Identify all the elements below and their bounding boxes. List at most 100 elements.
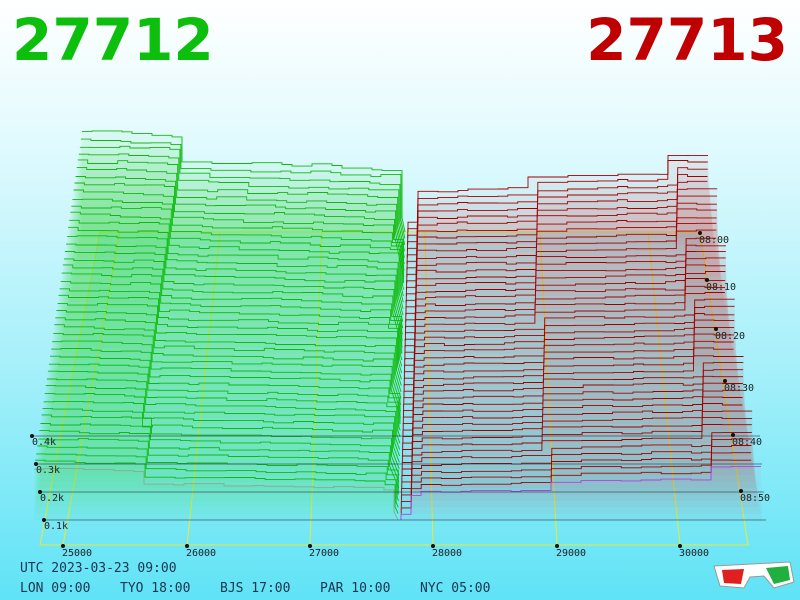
ask-depth-fill: [406, 230, 725, 303]
ask-depth-fill: [406, 208, 721, 284]
bid-depth-line: [39, 430, 400, 489]
ask-depth-fill: [403, 376, 748, 437]
ask-depth-fill: [403, 355, 745, 418]
ask-depth-line: [406, 217, 717, 290]
bid-depth-line: [36, 453, 399, 508]
bid-depth-line: [78, 153, 405, 252]
bid-depth-line: [66, 243, 404, 329]
ask-depth-fill: [401, 445, 759, 501]
ask-depth-line: [400, 452, 752, 508]
bid-depth-line: [51, 348, 401, 418]
ask-depth-line: [405, 244, 726, 316]
ask-depth-line: [403, 313, 735, 380]
price-dot: [185, 544, 189, 548]
ask-depth-fill: [401, 460, 761, 514]
bid-depth-fill: [80, 139, 405, 239]
volume-label: 0.3k: [36, 465, 60, 476]
bid-depth-line: [73, 189, 405, 284]
ask-depth-line: [405, 257, 726, 328]
bid-depth-line: [61, 272, 403, 354]
ask-depth-fill: [407, 181, 717, 258]
bid-depth-fill: [36, 453, 399, 508]
ask-depth-line: [402, 369, 744, 431]
ask-depth-line: [403, 340, 734, 405]
bid-depth-line: [69, 219, 404, 309]
bid-depth-line: [62, 264, 403, 348]
bid-depth-fill: [68, 227, 403, 316]
time-label: 08:00: [699, 235, 729, 246]
price-dot: [678, 544, 682, 548]
price-dot: [308, 544, 312, 548]
ask-depth-line: [402, 382, 743, 444]
price-label: 25000: [62, 548, 92, 559]
ask-depth-line: [404, 278, 726, 348]
ask-depth-fill: [403, 341, 742, 405]
time-label: 08:40: [732, 437, 762, 448]
ask-depth-line: [401, 424, 752, 482]
bid-depth-fill: [40, 423, 399, 482]
bid-price: 27712: [12, 6, 214, 74]
bid-depth-line: [34, 468, 399, 521]
time-dot: [698, 231, 702, 235]
ask-depth-line: [402, 396, 743, 456]
bid-depth-fill: [59, 288, 402, 367]
bid-depth-line: [63, 258, 403, 341]
ask-depth-line: [400, 459, 752, 514]
bid-depth-fill: [79, 146, 405, 245]
price-label: 27000: [309, 548, 339, 559]
bid-depth-line: [79, 145, 406, 245]
bid-depth-line: [46, 378, 401, 444]
bid-depth-fill: [71, 206, 404, 296]
floor-frame: [39, 231, 749, 546]
bid-depth-line: [57, 302, 402, 380]
ask-depth-line: [404, 305, 735, 373]
bid-depth-line: [38, 437, 400, 495]
bid-depth-fill: [74, 183, 404, 277]
bid-depth-line: [35, 459, 399, 514]
bid-depth-fill: [46, 379, 400, 444]
zone-time: LON 09:00: [20, 581, 90, 596]
bid-depth-line: [54, 324, 402, 399]
bid-depth-fill: [38, 438, 399, 495]
ask-depth-fill: [404, 292, 735, 360]
bid-depth-line: [47, 370, 401, 437]
bid-depth-fill: [42, 408, 400, 469]
bid-depth-line: [53, 332, 402, 405]
bid-depth-fill: [55, 317, 402, 392]
price-dot: [431, 544, 435, 548]
ask-depth-line: [406, 208, 717, 284]
ask-price: 27713: [586, 6, 788, 74]
bid-depth-fill: [77, 159, 405, 258]
ask-depth-line: [406, 202, 717, 277]
ask-depth-line: [403, 347, 734, 412]
time-dot: [714, 327, 718, 331]
bid-depth-line: [71, 205, 404, 297]
ask-depth-fill: [401, 466, 762, 520]
ask-depth-line: [404, 271, 726, 341]
bid-depth-fill: [72, 199, 404, 290]
ask-depth-line: [405, 229, 717, 303]
ask-depth-fill: [402, 411, 754, 469]
utc-time: UTC 2023-03-23 09:00: [20, 561, 177, 576]
volume-dot: [42, 518, 46, 522]
time-dot: [739, 489, 743, 493]
bid-depth-line: [80, 138, 406, 239]
bid-depth-fill: [66, 244, 403, 328]
ask-depth-fill: [407, 174, 716, 252]
ask-depth-line: [401, 445, 752, 501]
bid-depth-line: [82, 130, 406, 233]
bid-depth-line: [72, 198, 405, 290]
price-label: 30000: [679, 548, 709, 559]
ask-depth-fill: [407, 188, 718, 264]
3d-glasses-icon[interactable]: [713, 561, 795, 589]
bid-depth-line: [44, 393, 401, 457]
bid-depth-fill: [41, 414, 400, 476]
bid-depth-line: [40, 423, 400, 482]
ask-depth-line: [407, 160, 708, 239]
bid-depth-line: [75, 176, 405, 271]
bid-depth-fill: [43, 401, 400, 463]
ask-depth-line: [401, 417, 753, 476]
bid-depth-fill: [63, 258, 403, 341]
volume-label: 0.1k: [44, 521, 68, 532]
